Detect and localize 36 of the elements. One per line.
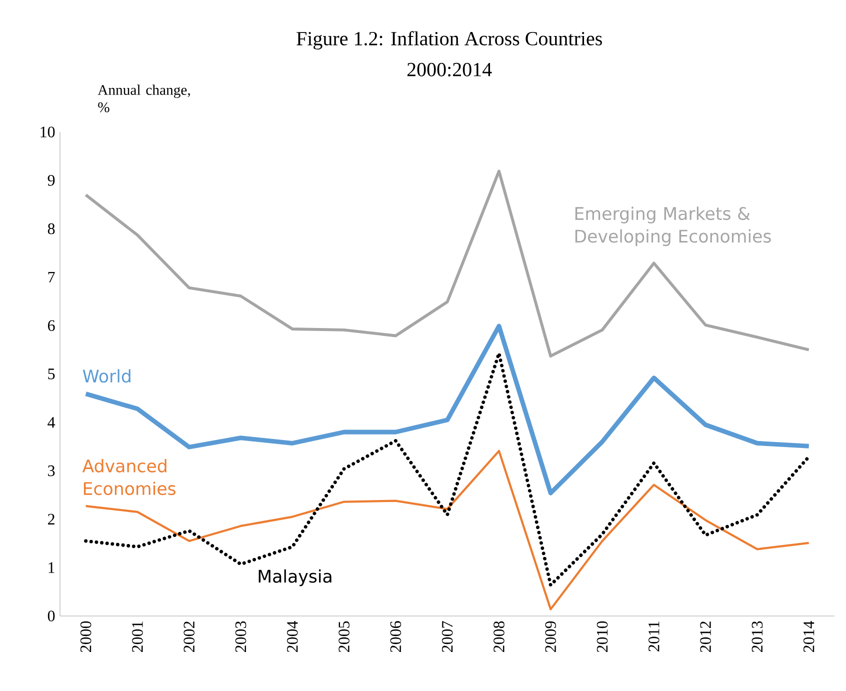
chart-title: Figure 1.2: Inflation Across Countries bbox=[296, 31, 602, 50]
x-tick-label: 2013 bbox=[752, 621, 763, 652]
y-axis-title: Annual change, % bbox=[98, 84, 190, 112]
line-series bbox=[84, 170, 810, 358]
x-tick-label: 2002 bbox=[184, 622, 195, 652]
x-tick-label: 2014 bbox=[803, 620, 814, 652]
y-tick-label: 7 bbox=[48, 272, 55, 282]
y-tick-label: 8 bbox=[48, 223, 55, 234]
y-tick-label: 0 bbox=[48, 610, 55, 622]
y-tick-label: 10 bbox=[40, 126, 55, 138]
y-tick-label: 4 bbox=[48, 417, 56, 428]
chart-subtitle: 2000:2014 bbox=[407, 62, 492, 76]
series-label: Advanced Economies bbox=[82, 459, 176, 496]
x-tick-label: 2009 bbox=[545, 621, 556, 652]
x-tick-label: 2001 bbox=[132, 622, 143, 652]
x-tick-label: 2010 bbox=[596, 621, 608, 652]
x-tick-label: 2012 bbox=[700, 622, 711, 652]
x-tick-label: 2003 bbox=[235, 621, 246, 652]
y-tick-label: 9 bbox=[48, 175, 55, 186]
x-tick-label: 2006 bbox=[390, 621, 402, 652]
y-tick-label: 5 bbox=[48, 368, 55, 380]
y-tick-label: 3 bbox=[48, 465, 55, 476]
text: Emerging Markets & Developing Economies bbox=[575, 206, 771, 246]
y-tick-label: 1 bbox=[48, 562, 54, 573]
x-tick-label: 2008 bbox=[494, 621, 504, 652]
x-tick-label: 2005 bbox=[338, 621, 350, 652]
y-tick-label: 2 bbox=[48, 514, 54, 524]
x-tick-label: 2004 bbox=[287, 620, 298, 652]
x-tick-label: 2007 bbox=[442, 621, 453, 652]
x-tick-label: 2000 bbox=[80, 621, 92, 652]
line-series bbox=[84, 450, 810, 610]
y-tick-label: 6 bbox=[48, 320, 55, 331]
line-series bbox=[84, 351, 811, 587]
series-label: Malaysia bbox=[258, 569, 332, 586]
x-tick-label: 2011 bbox=[648, 622, 660, 652]
series-label: World bbox=[82, 369, 130, 383]
